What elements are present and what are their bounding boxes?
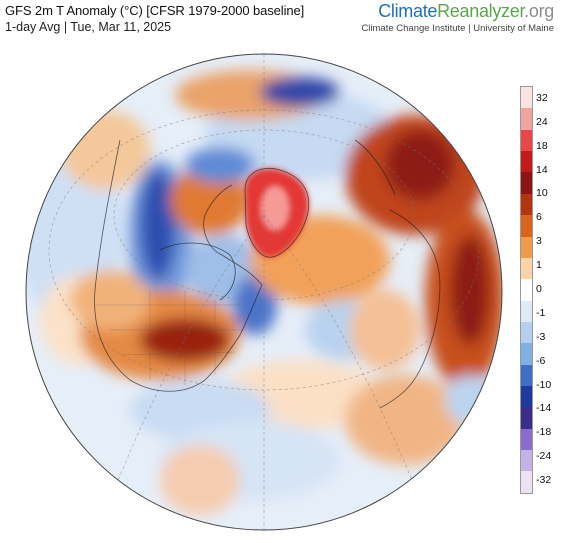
colorbar <box>520 86 533 494</box>
anomaly-patch <box>170 165 250 235</box>
colorbar-segment <box>521 215 532 237</box>
colorbar-segment <box>521 364 532 387</box>
colorbar-segment <box>521 129 532 152</box>
colorbar-tick-label: 14 <box>536 163 548 176</box>
brand-part-1: Climate <box>378 1 438 21</box>
colorbar-segment <box>521 450 532 472</box>
latitude-line <box>48 109 480 391</box>
colorbar-segment <box>521 407 532 429</box>
colorbar-segment <box>521 300 532 322</box>
colorbar-segment <box>521 386 532 408</box>
colorbar-tick-label: -14 <box>536 402 552 415</box>
colorbar-segment <box>521 193 532 216</box>
anomaly-patch <box>233 275 277 335</box>
brand-affiliation: Climate Change Institute | University of… <box>361 23 554 34</box>
colorbar-ticks: 32 24 18 14 10 6 3 1 0 -1 -3 -6 -10 -14 -18 -24 -32 <box>534 86 562 492</box>
colorbar-tick-label: 3 <box>536 235 542 248</box>
colorbar-segment <box>521 471 532 493</box>
anomaly-patch <box>350 290 420 370</box>
colorbar-segment <box>521 428 532 451</box>
colorbar-tick-label: 24 <box>536 115 548 128</box>
colorbar-segment <box>521 87 532 109</box>
anomaly-patch <box>160 445 240 515</box>
map-title: GFS 2m T Anomaly (°C) [CFSR 1979-2000 ba… <box>5 3 305 18</box>
meridian <box>109 214 265 501</box>
colorbar-segment <box>521 343 532 365</box>
colorbar-tick-label: -6 <box>536 354 546 367</box>
anomaly-patch <box>260 77 340 107</box>
scandinavia-coast <box>354 139 396 196</box>
anomaly-patch <box>70 270 150 330</box>
colorbar-tick-label: 1 <box>536 259 542 272</box>
colorbar-tick-label: 18 <box>536 139 548 152</box>
colorbar-segment <box>521 172 532 194</box>
colorbar-tick-label: 10 <box>536 187 548 200</box>
colorbar-tick-label: 0 <box>536 283 542 295</box>
anomaly-patch <box>140 170 176 280</box>
europe-coast <box>379 209 441 409</box>
colorbar-tick-label: 6 <box>536 211 542 224</box>
anomaly-patch <box>450 235 490 345</box>
anomaly-patch <box>261 186 289 230</box>
greenland-coast <box>244 168 310 258</box>
colorbar-segment <box>521 236 532 258</box>
colorbar-segment <box>521 151 532 173</box>
colorbar-segment <box>521 257 532 280</box>
globe-outline <box>25 53 503 531</box>
colorbar-tick-label: -24 <box>536 450 552 463</box>
colorbar-tick-label: -1 <box>536 306 546 319</box>
colorbar-tick-label: -10 <box>536 378 552 391</box>
anomaly-patch <box>185 147 255 183</box>
colorbar-tick-label: -32 <box>536 474 552 487</box>
anomaly-patch <box>345 375 465 465</box>
brand-part-2: Reanalyzer <box>437 1 525 21</box>
anomaly-patch <box>445 375 495 425</box>
colorbar-segment <box>521 108 532 130</box>
map-subtitle: 1-day Avg | Tue, Mar 11, 2025 <box>5 20 172 34</box>
colorbar-segment <box>521 279 532 301</box>
north-america-coast <box>94 139 263 392</box>
anomaly-patch <box>140 318 230 362</box>
colorbar-tick-label: -3 <box>536 330 546 343</box>
brand-part-3: .org <box>524 1 554 21</box>
hudson-bay-coast <box>159 242 236 301</box>
brand-logo[interactable]: ClimateReanalyzer.org <box>378 1 554 22</box>
colorbar-tick-label: 32 <box>536 91 548 104</box>
anomaly-patch <box>385 130 455 200</box>
meridian <box>263 214 421 501</box>
colorbar-segment <box>521 321 532 344</box>
colorbar-tick-label: -18 <box>536 426 552 439</box>
